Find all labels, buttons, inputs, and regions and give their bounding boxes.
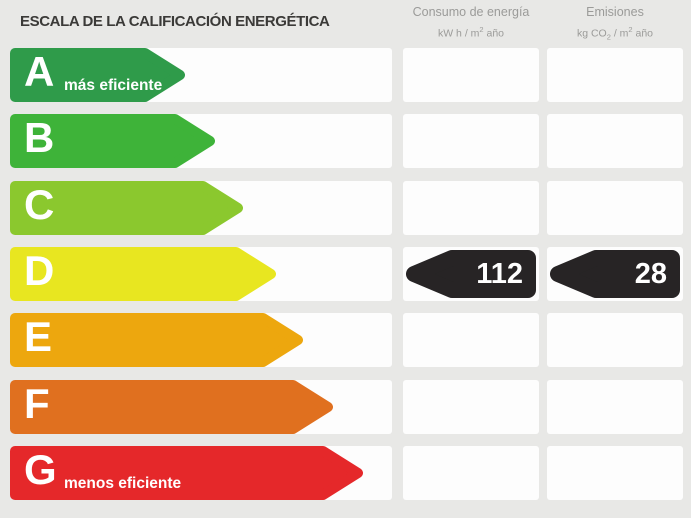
consumo-cell	[403, 181, 539, 235]
rating-letter: C	[24, 181, 55, 228]
consumo-cell	[403, 380, 539, 434]
consumo-cell	[403, 48, 539, 102]
unit-text: kW h / m	[437, 27, 480, 40]
consumo-cell	[403, 446, 539, 500]
emisiones-column-label: Emisiones	[586, 5, 644, 19]
consumo-column-label: Consumo de energía	[412, 5, 530, 19]
value-badge-arrow-icon	[406, 250, 536, 298]
rating-arrow-icon	[10, 446, 363, 500]
consumo-column-header: Consumo de energía kW h / m2 año	[403, 5, 539, 44]
rating-row: A más eficiente	[0, 48, 691, 102]
consumo-cell: 112	[403, 247, 539, 301]
rating-row: B	[0, 114, 691, 168]
rating-letter: G	[24, 446, 57, 493]
rating-row: F	[0, 380, 691, 434]
emisiones-cell	[547, 48, 683, 102]
rating-letter: B	[24, 114, 55, 161]
unit-text: año	[483, 27, 505, 40]
rating-arrow-icon	[10, 114, 215, 168]
unit-subscript: 2	[606, 32, 611, 42]
rating-arrow-icon	[10, 380, 333, 434]
rating-arrow-icon	[10, 247, 276, 301]
rating-row: C	[0, 181, 691, 235]
consumo-value: 112	[476, 258, 523, 290]
page-title: ESCALA DE LA CALIFICACIÓN ENERGÉTICA	[20, 13, 330, 30]
unit-text: kg CO	[576, 27, 607, 40]
unit-text: / m	[610, 27, 629, 40]
emisiones-cell	[547, 313, 683, 367]
emisiones-value: 28	[634, 258, 667, 290]
emisiones-cell	[547, 380, 683, 434]
rating-letter: D	[24, 247, 55, 294]
rating-arrow-icon	[10, 181, 243, 235]
unit-superscript: 2	[479, 25, 484, 34]
emisiones-cell	[547, 181, 683, 235]
rating-letter: E	[24, 313, 53, 360]
rating-note: más eficiente	[64, 77, 163, 94]
rating-row: E	[0, 313, 691, 367]
emisiones-cell	[547, 114, 683, 168]
consumo-cell	[403, 114, 539, 168]
rating-row: D 112 28	[0, 247, 691, 301]
emisiones-cell	[547, 446, 683, 500]
value-badge-arrow-icon	[550, 250, 680, 298]
rating-row: G menos eficiente	[0, 446, 691, 500]
emisiones-column-header: Emisiones kg CO2 / m2 año	[547, 5, 683, 44]
unit-text: año	[632, 27, 654, 40]
rating-letter: A	[24, 48, 55, 95]
emisiones-column-unit: kg CO2 / m2 año	[547, 23, 683, 44]
rating-letter: F	[24, 380, 50, 427]
consumo-cell	[403, 313, 539, 367]
rating-arrow-icon	[10, 313, 303, 367]
rating-note: menos eficiente	[64, 475, 182, 492]
unit-superscript: 2	[628, 25, 633, 34]
rating-arrow-icon	[10, 48, 185, 102]
emisiones-cell: 28	[547, 247, 683, 301]
consumo-column-unit: kW h / m2 año	[403, 23, 539, 44]
